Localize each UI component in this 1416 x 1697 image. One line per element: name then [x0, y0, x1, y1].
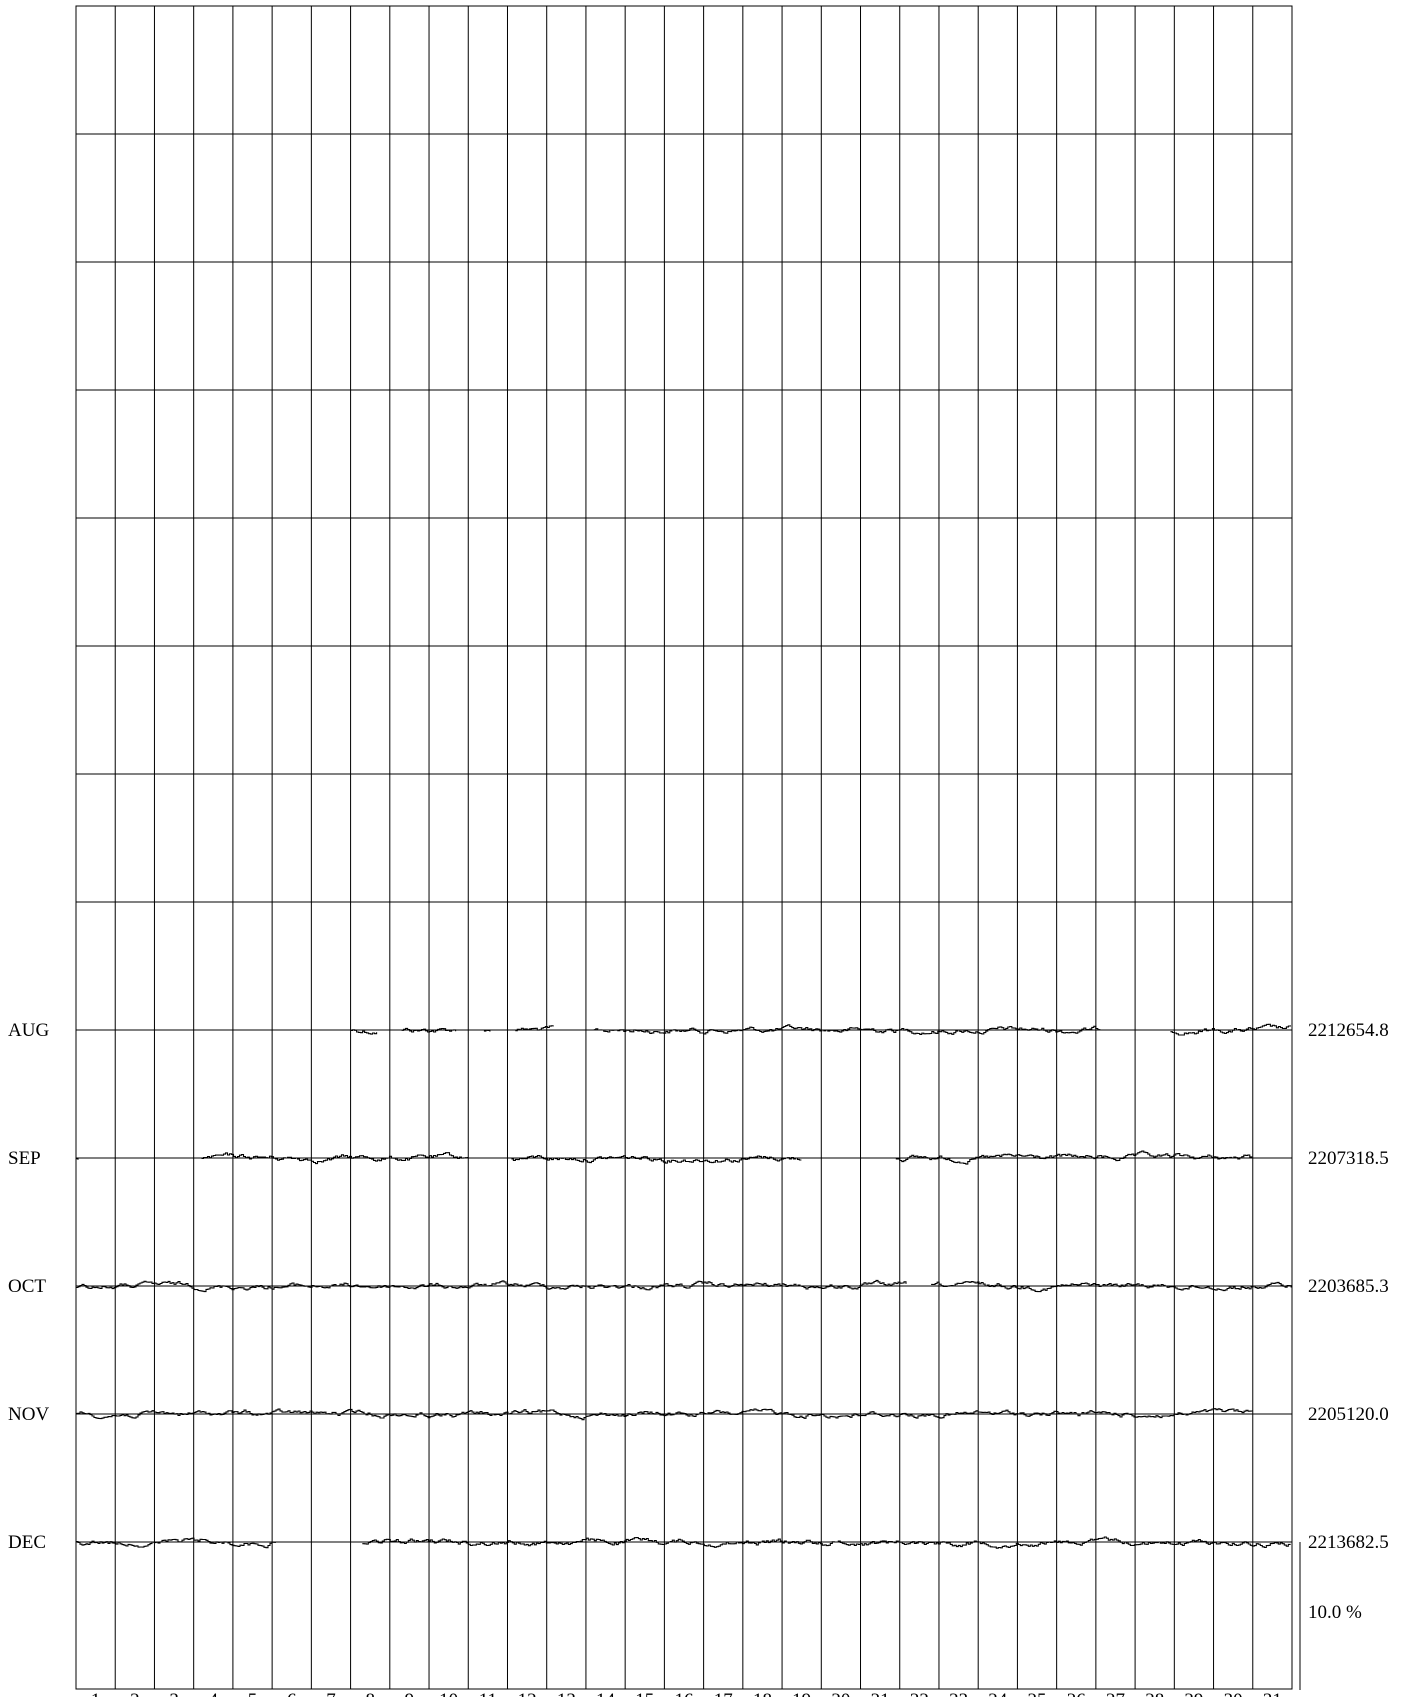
x-tick-label: 25: [1028, 1690, 1047, 1697]
data-trace-segment: [511, 1155, 802, 1164]
data-trace-segment: [76, 1408, 1253, 1421]
data-trace-segment: [931, 1281, 1292, 1293]
x-tick-label: 26: [1067, 1690, 1086, 1697]
x-tick-label: 14: [596, 1690, 616, 1697]
data-trace-segment: [515, 1025, 554, 1032]
baseline-value-label: 2213682.5: [1308, 1532, 1389, 1553]
x-tick-label: 28: [1145, 1690, 1164, 1697]
data-trace-segment: [350, 1029, 378, 1035]
x-tick-label: 12: [518, 1690, 537, 1697]
data-trace-segment: [593, 1024, 1101, 1035]
baseline-value-label: 2205120.0: [1308, 1404, 1389, 1425]
labels: 1234567891011121314151617181920212223242…: [8, 1020, 1389, 1697]
x-tick-label: 16: [675, 1690, 694, 1697]
x-tick-label: 27: [1106, 1690, 1125, 1697]
x-tick-label: 15: [635, 1690, 654, 1697]
x-tick-label: 11: [479, 1690, 497, 1697]
x-tick-label: 2: [130, 1690, 140, 1697]
baseline-value-label: 2212654.8: [1308, 1020, 1389, 1041]
x-tick-label: 9: [405, 1690, 415, 1697]
x-tick-label: 4: [209, 1690, 219, 1697]
x-tick-label: 1: [91, 1690, 101, 1697]
grid: [75, 5, 1301, 1690]
x-tick-label: 21: [871, 1690, 890, 1697]
month-label: OCT: [8, 1276, 46, 1297]
month-label: NOV: [8, 1404, 49, 1425]
x-tick-label: 29: [1184, 1690, 1203, 1697]
x-tick-label: 10: [439, 1690, 458, 1697]
plot-frame: [75, 5, 1293, 1690]
x-tick-label: 7: [326, 1690, 336, 1697]
data-trace-segment: [1170, 1023, 1291, 1036]
x-tick-label: 19: [792, 1690, 811, 1697]
x-tick-label: 5: [248, 1690, 258, 1697]
data-trace-segment: [401, 1027, 457, 1033]
month-label: SEP: [8, 1148, 41, 1169]
data-trace-segment: [76, 1537, 276, 1549]
data-traces: [76, 1023, 1292, 1549]
x-tick-label: 22: [910, 1690, 929, 1697]
x-tick-label: 24: [988, 1690, 1008, 1697]
x-tick-label: 18: [753, 1690, 772, 1697]
x-tick-label: 20: [831, 1690, 850, 1697]
x-tick-label: 13: [557, 1690, 576, 1697]
x-tick-label: 17: [714, 1690, 733, 1697]
month-label: AUG: [8, 1020, 49, 1041]
data-trace-segment: [895, 1150, 1253, 1165]
data-trace-segment: [76, 1158, 79, 1160]
scale-bar-label: 10.0 %: [1308, 1602, 1362, 1623]
x-tick-label: 8: [365, 1690, 375, 1697]
x-tick-label: 31: [1263, 1690, 1282, 1697]
baseline-value-label: 2203685.3: [1308, 1276, 1389, 1297]
data-trace-segment: [483, 1029, 491, 1032]
data-trace-segment: [201, 1152, 469, 1165]
data-trace-segment: [76, 1279, 907, 1293]
baseline-value-label: 2207318.5: [1308, 1148, 1389, 1169]
x-tick-label: 6: [287, 1690, 297, 1697]
data-trace-segment: [362, 1536, 1291, 1549]
x-tick-label: 30: [1224, 1690, 1243, 1697]
x-tick-label: 23: [949, 1690, 968, 1697]
x-tick-label: 3: [169, 1690, 179, 1697]
month-label: DEC: [8, 1532, 46, 1553]
